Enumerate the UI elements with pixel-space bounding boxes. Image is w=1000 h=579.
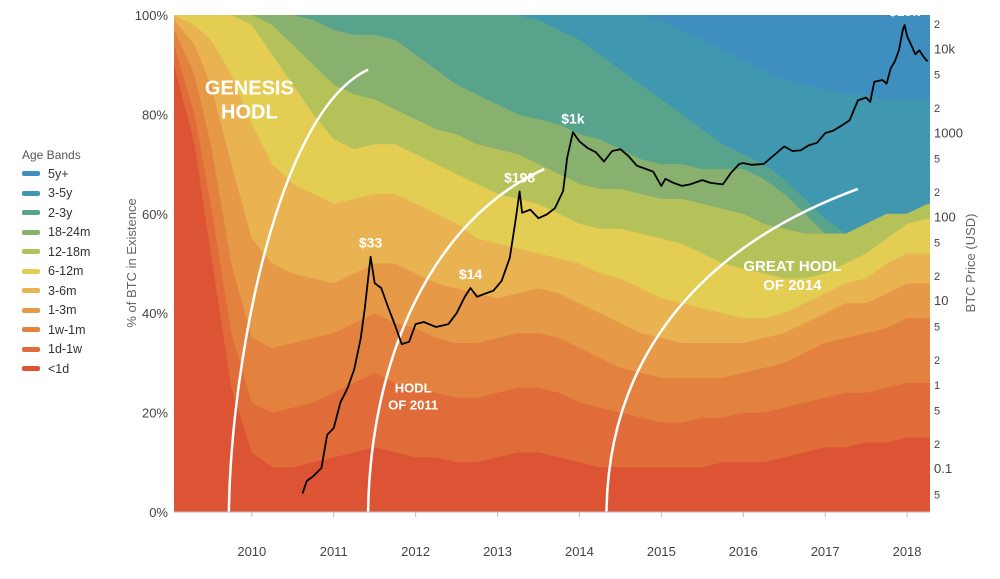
y-left-axis-label: % of BTC in Existence — [124, 198, 139, 327]
y-right-tick-14: 2 — [934, 103, 940, 115]
y-right-tick-5: 2 — [934, 355, 940, 367]
annotation-1-line-1: OF 2011 — [388, 398, 438, 413]
area-band-9 — [174, 44, 930, 512]
y-right-tick-10: 100 — [934, 209, 956, 224]
y-right-tick-9: 5 — [934, 238, 940, 250]
y-right-tick-8: 2 — [934, 271, 940, 283]
x-tick-5: 2015 — [647, 544, 676, 559]
legend-swatch-10 — [22, 366, 40, 372]
legend-title: Age Bands — [22, 148, 81, 162]
x-tick-2: 2012 — [401, 544, 430, 559]
price-label-4: $19k — [889, 3, 920, 19]
legend-item-0[interactable]: 5y+ — [22, 164, 90, 184]
y-left-tick-4: 80% — [142, 107, 168, 122]
legend-label-7: 1-3m — [48, 303, 77, 318]
price-label-3: $1k — [561, 110, 585, 126]
legend-label-6: 3-6m — [48, 283, 77, 298]
y-right-axis-label: BTC Price (USD) — [963, 214, 978, 313]
y-left-tick-3: 60% — [142, 207, 168, 222]
legend-item-7[interactable]: 1-3m — [22, 301, 90, 321]
legend-swatch-2 — [22, 210, 40, 216]
hodl-arc-2 — [605, 187, 859, 512]
y-left-tick-5: 100% — [135, 8, 169, 23]
legend-items: 5y+ 3-5y 2-3y 18-24m 12-18m 6-12m 3-6m 1-3m 1w-1… — [22, 164, 90, 379]
age-band-areas — [174, 15, 930, 512]
legend-label-0: 5y+ — [48, 166, 69, 181]
price-label-0: $33 — [359, 235, 383, 251]
legend-item-3[interactable]: 18-24m — [22, 223, 90, 243]
annotation-0-line-0: GENESIS — [205, 78, 294, 100]
price-label-2: $198 — [504, 169, 535, 185]
y-right-tick-4: 1 — [934, 380, 940, 392]
hodl-arcs — [227, 68, 859, 512]
x-tick-0: 2010 — [237, 544, 266, 559]
annotation-2-line-0: GREAT HODL — [743, 258, 841, 275]
x-tick-6: 2016 — [729, 544, 758, 559]
legend-swatch-8 — [22, 327, 40, 333]
legend-item-4[interactable]: 12-18m — [22, 242, 90, 262]
legend-item-8[interactable]: 1w-1m — [22, 320, 90, 340]
y-left-tick-1: 20% — [142, 406, 168, 421]
y-right-tick-6: 5 — [934, 321, 940, 333]
x-tick-8: 2018 — [893, 544, 922, 559]
legend-swatch-4 — [22, 249, 40, 255]
legend-swatch-5 — [22, 268, 40, 274]
legend-swatch-6 — [22, 288, 40, 294]
price-label-1: $14 — [459, 266, 483, 282]
legend-label-4: 12-18m — [48, 244, 91, 259]
btc-price-line — [301, 24, 929, 494]
annotation-1-line-0: HODL — [395, 381, 432, 396]
legend-item-10[interactable]: <1d — [22, 359, 90, 379]
legend-swatch-9 — [22, 346, 40, 352]
legend-item-2[interactable]: 2-3y — [22, 203, 90, 223]
y-right-tick-1: 0.1 — [934, 461, 952, 476]
y-right-tick-16: 10k — [934, 41, 955, 56]
legend-item-5[interactable]: 6-12m — [22, 262, 90, 282]
y-right-tick-13: 1000 — [934, 125, 963, 140]
y-right-tick-2: 2 — [934, 439, 940, 451]
legend-label-8: 1w-1m — [48, 322, 86, 337]
hodl-arc-0 — [227, 68, 369, 512]
y-right-tick-17: 2 — [934, 19, 940, 31]
price-line-layer — [301, 24, 929, 494]
legend-item-6[interactable]: 3-6m — [22, 281, 90, 301]
x-tick-7: 2017 — [811, 544, 840, 559]
y-left-tick-2: 40% — [142, 306, 168, 321]
legend-label-5: 6-12m — [48, 264, 84, 279]
legend-label-1: 3-5y — [48, 186, 73, 201]
hodl-arc-1 — [366, 167, 545, 512]
legend-label-3: 18-24m — [48, 225, 91, 240]
annotation-2-line-1: OF 2014 — [763, 277, 822, 294]
x-tick-4: 2014 — [565, 544, 594, 559]
y-right-tick-7: 10 — [934, 293, 948, 308]
legend-swatch-3 — [22, 229, 40, 235]
y-left-tick-0: 0% — [149, 505, 168, 520]
legend-label-2: 2-3y — [48, 205, 73, 220]
y-right-tick-3: 5 — [934, 405, 940, 417]
axes-layer: 2010 2011 2012 2013 2014 2015 2016 2017 20180%20… — [124, 8, 978, 559]
y-right-tick-12: 5 — [934, 154, 940, 166]
legend-swatch-1 — [22, 190, 40, 196]
legend-swatch-0 — [22, 171, 40, 177]
y-right-tick-0: 5 — [934, 489, 940, 501]
legend-item-9[interactable]: 1d-1w — [22, 340, 90, 360]
x-tick-1: 2011 — [320, 544, 348, 559]
legend-item-1[interactable]: 3-5y — [22, 184, 90, 204]
x-tick-3: 2013 — [483, 544, 512, 559]
y-right-tick-15: 5 — [934, 70, 940, 82]
legend-label-9: 1d-1w — [48, 342, 83, 357]
y-right-tick-11: 2 — [934, 187, 940, 199]
legend: Age Bands 5y+ 3-5y 2-3y 18-24m 12-18m 6-12m 3-… — [22, 148, 90, 379]
legend-label-10: <1d — [48, 361, 70, 376]
annotation-0-line-1: HODL — [221, 102, 278, 124]
area-band-10 — [174, 64, 930, 512]
legend-swatch-7 — [22, 307, 40, 313]
